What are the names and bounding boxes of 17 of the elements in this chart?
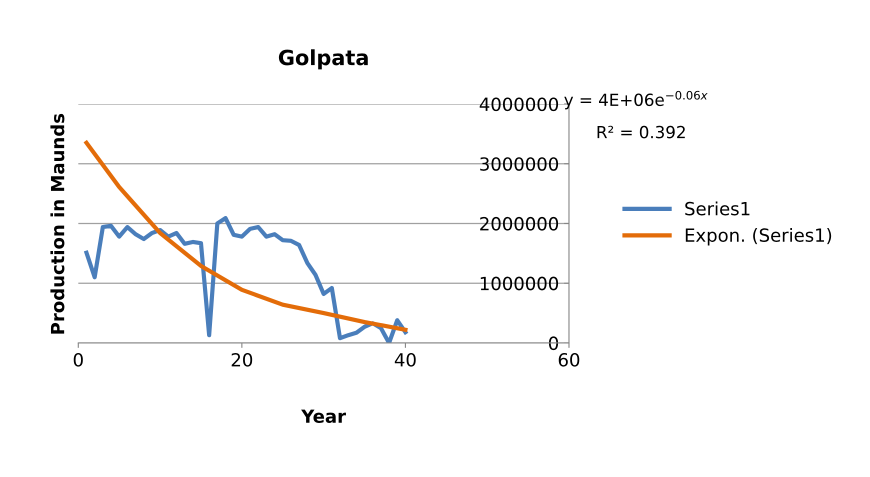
line-series <box>84 216 408 343</box>
y-tick-label: 4000000 <box>480 97 558 112</box>
x-tick-label: 40 <box>394 353 416 367</box>
y-tick-label: 1000000 <box>480 276 558 290</box>
y-tick-label: 2000000 <box>480 216 558 231</box>
y-tick-label: 3000000 <box>480 157 558 171</box>
chart-title: Golpata <box>278 49 368 70</box>
x-tick-label: 0 <box>74 353 83 367</box>
x-axis-title: Year <box>301 410 346 424</box>
text: R² = 0.392 <box>598 126 685 138</box>
y-axis-title: Production in Maunds <box>50 114 64 334</box>
line-series <box>84 140 408 332</box>
annotation: y = 4E+06e$^{−0.06x}$ <box>564 90 708 110</box>
x-tick-label: 60 <box>558 353 580 367</box>
legend-label: Series1 <box>685 201 750 216</box>
legend-label: Expon. (Series1) <box>686 228 832 246</box>
x-tick-label: 20 <box>232 353 252 367</box>
